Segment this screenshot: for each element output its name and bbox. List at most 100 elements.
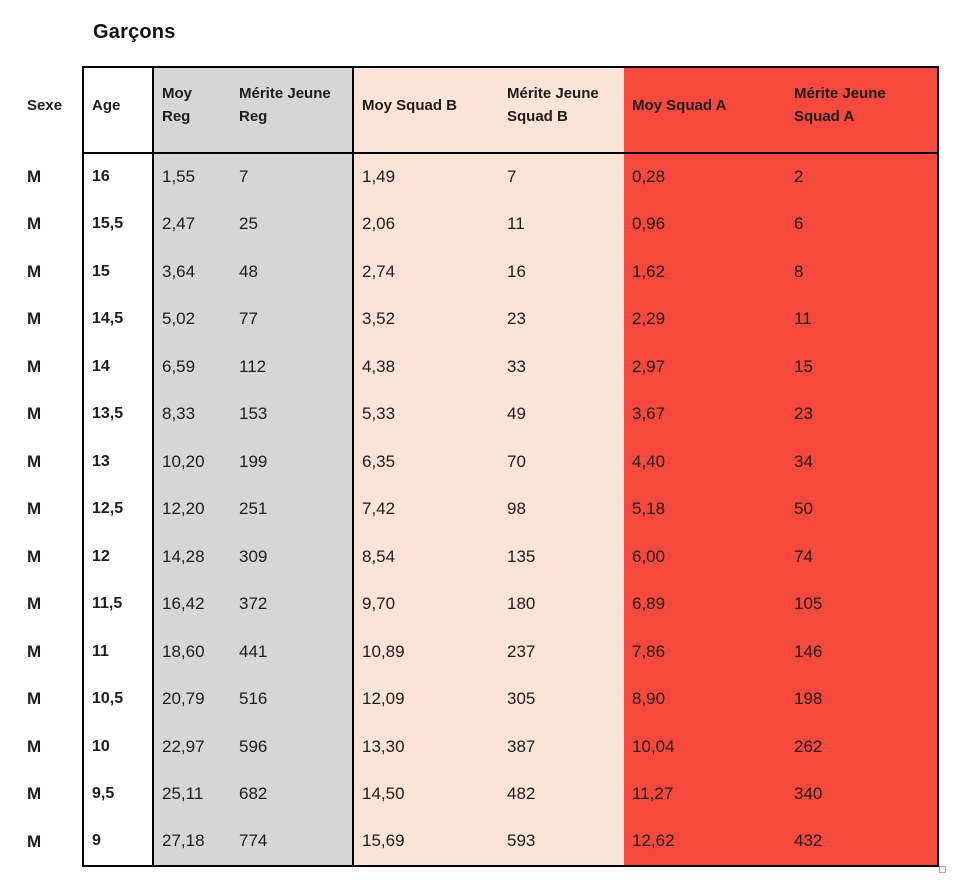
cell-moy-squad-b: 6,35 — [353, 438, 499, 486]
cell-sexe: M — [0, 248, 83, 296]
table-row: M 16 1,55 7 1,49 7 0,28 2 — [0, 153, 939, 201]
cell-merite-jeune-squad-b: 33 — [499, 343, 624, 391]
cell-age: 9 — [82, 818, 154, 867]
cell-merite-jeune-reg: 153 — [231, 390, 354, 438]
cell-sexe: M — [0, 295, 83, 343]
cell-age: 12,5 — [82, 485, 154, 533]
cell-merite-jeune-squad-b: 49 — [499, 390, 624, 438]
col-header-merite-jeune-reg: Mérite Jeune Reg — [231, 66, 354, 154]
cell-merite-jeune-squad-a: 198 — [786, 675, 939, 723]
cell-moy-squad-b: 7,42 — [353, 485, 499, 533]
cell-merite-jeune-squad-b: 135 — [499, 533, 624, 581]
cell-moy-squad-a: 7,86 — [624, 628, 786, 676]
cell-moy-reg: 18,60 — [153, 628, 231, 676]
cell-merite-jeune-squad-a: 11 — [786, 295, 939, 343]
cell-merite-jeune-squad-a: 34 — [786, 438, 939, 486]
cell-merite-jeune-squad-a: 105 — [786, 580, 939, 628]
cell-moy-squad-a: 11,27 — [624, 770, 786, 818]
table-row: M 10 22,97 596 13,30 387 10,04 262 — [0, 723, 939, 771]
cell-moy-reg: 2,47 — [153, 200, 231, 248]
cell-merite-jeune-reg: 682 — [231, 770, 354, 818]
cell-merite-jeune-squad-a: 50 — [786, 485, 939, 533]
cell-moy-squad-a: 5,18 — [624, 485, 786, 533]
cell-merite-jeune-squad-b: 482 — [499, 770, 624, 818]
cell-sexe: M — [0, 485, 83, 533]
cell-moy-squad-b: 2,06 — [353, 200, 499, 248]
cell-moy-squad-a: 6,89 — [624, 580, 786, 628]
cell-age: 16 — [82, 153, 154, 201]
col-header-sexe: Sexe — [0, 67, 83, 153]
stats-table: Sexe Age Moy Reg Mérite Jeune Reg Moy Sq… — [0, 66, 939, 867]
cell-age: 15,5 — [82, 200, 154, 248]
cell-moy-squad-a: 0,96 — [624, 200, 786, 248]
resize-handle[interactable] — [939, 866, 946, 873]
cell-moy-squad-b: 15,69 — [353, 818, 499, 867]
cell-sexe: M — [0, 533, 83, 581]
cell-merite-jeune-squad-a: 23 — [786, 390, 939, 438]
cell-merite-jeune-reg: 112 — [231, 343, 354, 391]
cell-merite-jeune-reg: 596 — [231, 723, 354, 771]
table-row: M 9 27,18 774 15,69 593 12,62 432 — [0, 818, 939, 867]
cell-merite-jeune-reg: 516 — [231, 675, 354, 723]
cell-merite-jeune-squad-b: 237 — [499, 628, 624, 676]
col-header-moy-squad-a: Moy Squad A — [624, 66, 786, 154]
cell-merite-jeune-squad-a: 8 — [786, 248, 939, 296]
cell-moy-squad-b: 1,49 — [353, 153, 499, 201]
cell-moy-reg: 3,64 — [153, 248, 231, 296]
cell-merite-jeune-squad-a: 74 — [786, 533, 939, 581]
table-row: M 15 3,64 48 2,74 16 1,62 8 — [0, 248, 939, 296]
cell-age: 14,5 — [82, 295, 154, 343]
cell-merite-jeune-squad-b: 16 — [499, 248, 624, 296]
cell-moy-reg: 6,59 — [153, 343, 231, 391]
cell-sexe: M — [0, 200, 83, 248]
col-header-age: Age — [82, 66, 154, 154]
cell-moy-squad-b: 12,09 — [353, 675, 499, 723]
cell-merite-jeune-squad-b: 593 — [499, 818, 624, 867]
table-row: M 9,5 25,11 682 14,50 482 11,27 340 — [0, 770, 939, 818]
page-title: Garçons — [93, 21, 176, 43]
cell-moy-squad-b: 10,89 — [353, 628, 499, 676]
cell-sexe: M — [0, 770, 83, 818]
col-header-merite-jeune-squad-b: Mérite Jeune Squad B — [499, 66, 624, 154]
table-row: M 14,5 5,02 77 3,52 23 2,29 11 — [0, 295, 939, 343]
cell-sexe: M — [0, 390, 83, 438]
cell-merite-jeune-reg: 25 — [231, 200, 354, 248]
cell-merite-jeune-squad-b: 11 — [499, 200, 624, 248]
cell-moy-squad-a: 12,62 — [624, 818, 786, 867]
cell-sexe: M — [0, 438, 83, 486]
cell-merite-jeune-reg: 48 — [231, 248, 354, 296]
cell-moy-reg: 27,18 — [153, 818, 231, 867]
cell-moy-reg: 1,55 — [153, 153, 231, 201]
cell-sexe: M — [0, 153, 83, 201]
table-body: M 16 1,55 7 1,49 7 0,28 2 M 15,5 2,47 25… — [0, 153, 939, 867]
cell-moy-reg: 25,11 — [153, 770, 231, 818]
cell-moy-reg: 14,28 — [153, 533, 231, 581]
cell-moy-reg: 16,42 — [153, 580, 231, 628]
cell-merite-jeune-squad-a: 146 — [786, 628, 939, 676]
cell-age: 10,5 — [82, 675, 154, 723]
cell-merite-jeune-reg: 309 — [231, 533, 354, 581]
cell-moy-reg: 5,02 — [153, 295, 231, 343]
cell-moy-squad-b: 8,54 — [353, 533, 499, 581]
table-row: M 11,5 16,42 372 9,70 180 6,89 105 — [0, 580, 939, 628]
cell-moy-squad-b: 4,38 — [353, 343, 499, 391]
cell-sexe: M — [0, 580, 83, 628]
col-header-moy-squad-b: Moy Squad B — [353, 66, 499, 154]
cell-sexe: M — [0, 675, 83, 723]
cell-moy-reg: 22,97 — [153, 723, 231, 771]
cell-moy-squad-a: 2,29 — [624, 295, 786, 343]
cell-sexe: M — [0, 343, 83, 391]
cell-sexe: M — [0, 628, 83, 676]
cell-moy-squad-a: 6,00 — [624, 533, 786, 581]
cell-merite-jeune-squad-b: 387 — [499, 723, 624, 771]
cell-sexe: M — [0, 818, 83, 866]
cell-merite-jeune-squad-a: 2 — [786, 153, 939, 201]
cell-age: 13 — [82, 438, 154, 486]
table-row: M 12,5 12,20 251 7,42 98 5,18 50 — [0, 485, 939, 533]
cell-merite-jeune-reg: 774 — [231, 818, 354, 867]
cell-merite-jeune-squad-a: 15 — [786, 343, 939, 391]
cell-moy-squad-b: 3,52 — [353, 295, 499, 343]
col-header-moy-reg: Moy Reg — [153, 66, 231, 154]
cell-moy-squad-a: 1,62 — [624, 248, 786, 296]
cell-moy-reg: 12,20 — [153, 485, 231, 533]
